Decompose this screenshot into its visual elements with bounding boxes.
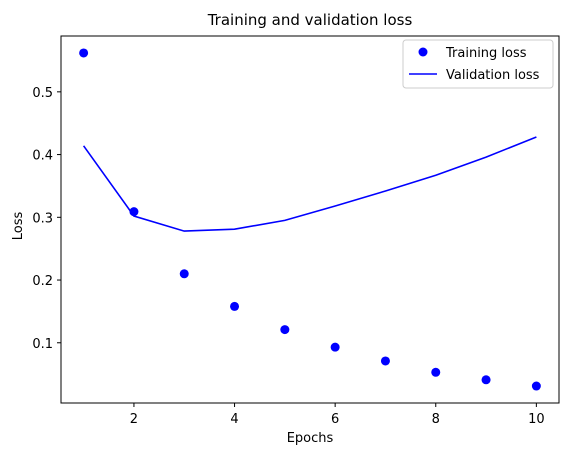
validation-loss-line — [82, 136, 537, 232]
x-tick-label: 6 — [331, 412, 339, 427]
plot-area: 2 4 6 8 10 0.1 0.2 0.3 0.4 0.5 — [32, 35, 560, 427]
y-tick-label: 0.1 — [32, 337, 53, 352]
x-tick-label: 2 — [130, 412, 138, 427]
training-loss-point — [179, 269, 189, 279]
y-tick-label: 0.5 — [32, 86, 53, 101]
x-axis-label: Epochs — [287, 431, 334, 446]
training-loss-point — [230, 301, 240, 311]
training-loss-point — [481, 375, 491, 385]
axes-frame — [60, 35, 560, 404]
training-loss-point — [431, 367, 441, 377]
training-loss-point — [380, 356, 390, 366]
training-loss-point — [531, 381, 541, 391]
legend: Training loss Validation loss — [402, 39, 554, 89]
legend-label: Validation loss — [446, 68, 540, 83]
legend-marker-swatch — [418, 47, 428, 57]
training-loss-point — [280, 325, 290, 335]
training-loss-point — [79, 48, 89, 58]
y-tick-label: 0.3 — [32, 211, 53, 226]
y-tick-label: 0.2 — [32, 274, 53, 289]
chart-title: Training and validation loss — [207, 11, 413, 29]
legend-label: Training loss — [445, 46, 527, 61]
x-tick-label: 8 — [432, 412, 440, 427]
x-tick-label: 4 — [230, 412, 238, 427]
y-tick-label: 0.4 — [32, 149, 53, 164]
x-tick-label: 10 — [528, 412, 545, 427]
training-loss-point — [330, 342, 340, 352]
y-axis-label: Loss — [11, 212, 26, 241]
legend-box — [402, 39, 554, 89]
